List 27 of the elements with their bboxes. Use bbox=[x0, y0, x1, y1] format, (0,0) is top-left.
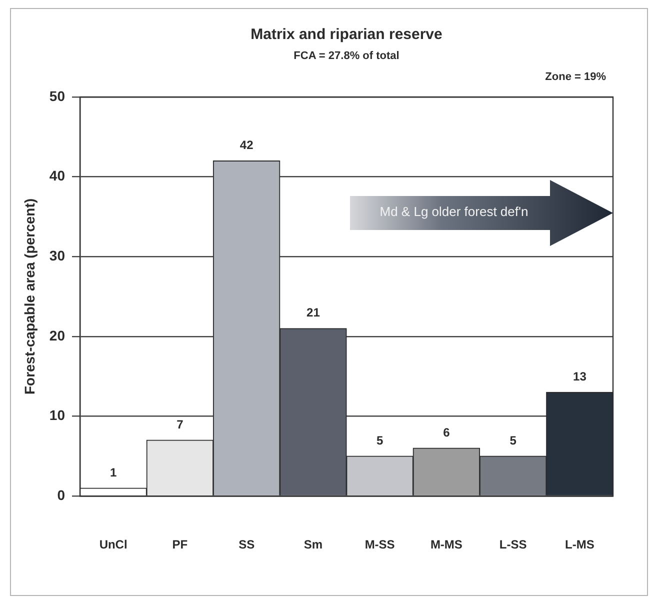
data-label: 5 bbox=[376, 433, 384, 448]
chart-title: Matrix and riparian reserve bbox=[250, 26, 444, 43]
annotation: Md & Lg older forest def'n bbox=[378, 204, 530, 219]
x-tick-label: PF bbox=[172, 538, 188, 552]
x-tick-label: L-MS bbox=[565, 538, 594, 552]
y-tick-label: 20 bbox=[49, 327, 66, 344]
x-tick-label: M-MS bbox=[430, 538, 462, 552]
y-tick-label: 50 bbox=[49, 88, 66, 104]
x-tick-label: UnCl bbox=[99, 538, 128, 552]
y-axis-title: Forest-capable area (percent) bbox=[21, 198, 38, 395]
text: Zone = 19% bbox=[545, 71, 606, 83]
data-label: 7 bbox=[176, 417, 184, 432]
data-label: 1 bbox=[110, 465, 117, 480]
y-tick-label: 10 bbox=[49, 407, 66, 424]
y-tick-label: 40 bbox=[49, 168, 66, 184]
data-label: 42 bbox=[240, 138, 254, 152]
y-tick-label: 0 bbox=[57, 486, 66, 503]
x-tick-label: M-SS bbox=[364, 538, 395, 552]
data-label: 5 bbox=[510, 433, 517, 448]
x-tick-label: SS bbox=[238, 538, 255, 552]
data-label: 6 bbox=[443, 425, 450, 440]
x-tick-label: L-SS bbox=[499, 538, 527, 552]
y-tick-label: 30 bbox=[49, 247, 66, 264]
x-tick-label: Sm bbox=[304, 538, 323, 552]
data-label: 13 bbox=[573, 370, 587, 384]
chart-subtitle: FCA = 27.8% of total bbox=[292, 50, 400, 62]
data-label: 21 bbox=[306, 306, 320, 320]
